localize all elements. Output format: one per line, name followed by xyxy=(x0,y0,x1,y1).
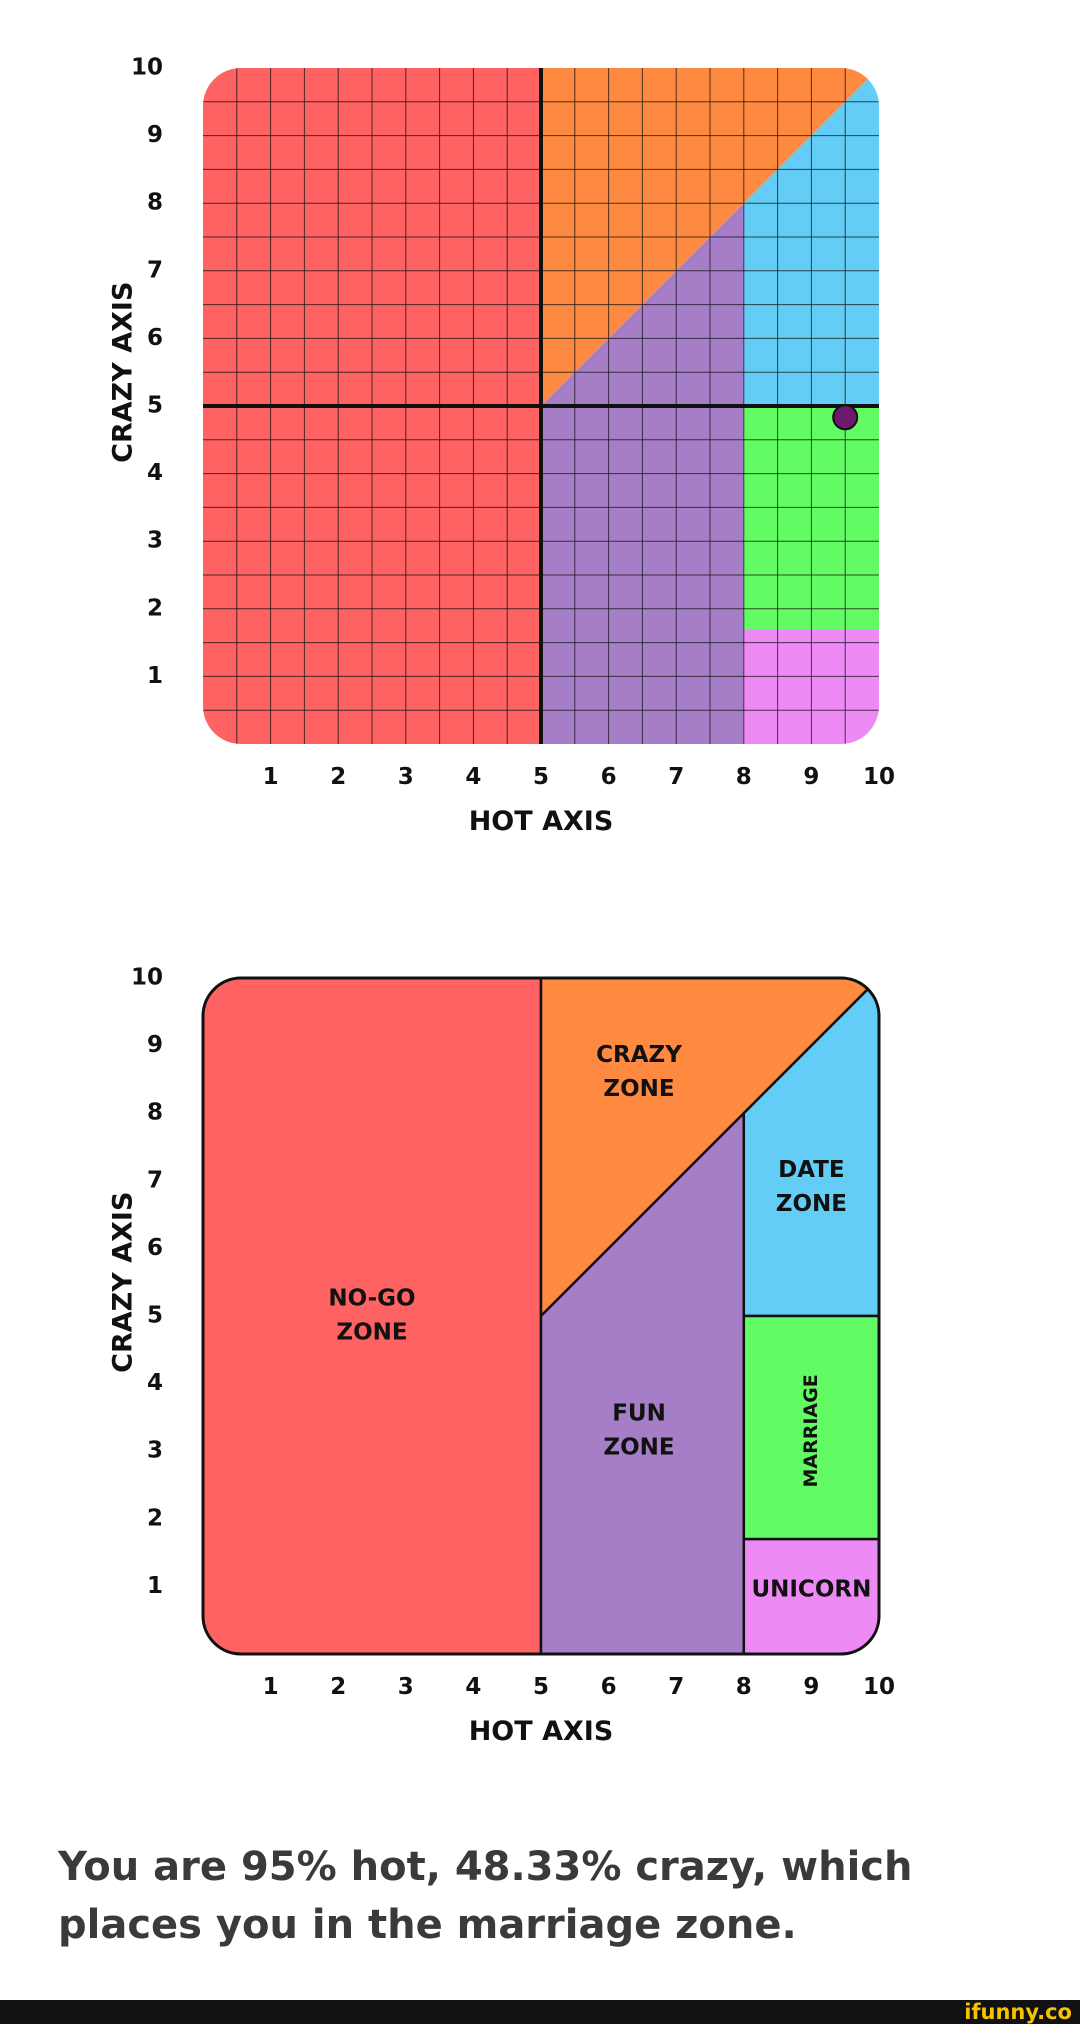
grid-chart: 1 2 3 4 5 6 7 8 9 10 1 2 3 4 5 6 7 8 9 10 HOT AXIS CRAZY AXIS xyxy=(108,55,896,838)
zone-no-go xyxy=(203,978,543,1654)
y-tick-label: 2 xyxy=(147,595,163,621)
zone-label: FUN xyxy=(612,1400,666,1426)
result-caption: You are 95% hot, 48.33% crazy, which pla… xyxy=(58,1844,913,1948)
y-tick-label: 2 xyxy=(147,1505,163,1531)
y-tick-label: 3 xyxy=(147,1438,163,1464)
x-tick-label: 6 xyxy=(601,1674,617,1700)
zone-label: UNICORN xyxy=(751,1576,871,1602)
y-tick-label: 8 xyxy=(147,1100,163,1126)
x-tick-label: 3 xyxy=(398,1674,414,1700)
x-tick-label: 6 xyxy=(601,764,617,790)
y-tick-label: 4 xyxy=(147,460,163,486)
zone-label: DATE xyxy=(778,1157,845,1183)
x-axis-title: HOT AXIS xyxy=(469,1716,614,1747)
zone-chart: NO-GO ZONE CRAZY ZONE FUN ZONE DATE ZONE MARRIAG… xyxy=(108,965,896,1748)
ifunny-logo: ifunny.co xyxy=(964,2000,1072,2024)
y-tick-label: 9 xyxy=(147,122,163,148)
y-tick-label: 10 xyxy=(131,55,163,81)
x-tick-label: 2 xyxy=(330,1674,346,1700)
plot-area xyxy=(203,68,879,744)
x-tick-label: 3 xyxy=(398,764,414,790)
x-tick-label: 5 xyxy=(533,764,549,790)
zone-label: ZONE xyxy=(336,1320,407,1346)
plot-area xyxy=(203,978,879,1654)
y-tick-label: 7 xyxy=(147,257,163,283)
x-tick-label: 4 xyxy=(465,1674,481,1700)
y-axis-title: CRAZY AXIS xyxy=(108,282,139,463)
x-tick-label: 10 xyxy=(863,1674,895,1700)
y-tick-label: 5 xyxy=(147,393,163,419)
result-marker xyxy=(832,404,859,431)
y-tick-label: 10 xyxy=(131,965,163,991)
zone-label: MARRIAGE xyxy=(800,1374,822,1487)
zone-label: ZONE xyxy=(603,1434,674,1460)
x-tick-label: 8 xyxy=(736,1674,752,1700)
y-tick-label: 7 xyxy=(147,1167,163,1193)
y-tick-label: 5 xyxy=(147,1303,163,1329)
x-tick-label: 9 xyxy=(803,764,819,790)
y-tick-label: 3 xyxy=(147,528,163,554)
y-tick-label: 6 xyxy=(147,325,163,351)
y-tick-label: 9 xyxy=(147,1032,163,1058)
y-tick-label: 1 xyxy=(147,663,163,689)
x-tick-label: 2 xyxy=(330,764,346,790)
y-tick-label: 6 xyxy=(147,1235,163,1261)
footer-bar: ifunny.co xyxy=(0,2000,1080,2024)
y-tick-label: 1 xyxy=(147,1573,163,1599)
x-tick-label: 7 xyxy=(668,1674,684,1700)
zone-label: CRAZY xyxy=(596,1042,682,1068)
chart-border xyxy=(201,976,881,1656)
x-tick-label: 4 xyxy=(465,764,481,790)
x-tick-label: 1 xyxy=(263,1674,279,1700)
zone-label: ZONE xyxy=(603,1076,674,1102)
x-tick-label: 1 xyxy=(263,764,279,790)
x-tick-label: 5 xyxy=(533,1674,549,1700)
x-axis-title: HOT AXIS xyxy=(469,806,614,837)
zone-label: NO-GO xyxy=(328,1286,415,1312)
x-tick-label: 7 xyxy=(668,764,684,790)
y-tick-label: 8 xyxy=(147,190,163,216)
y-axis-title: CRAZY AXIS xyxy=(108,1192,139,1373)
zone-unicorn xyxy=(742,1537,879,1654)
x-tick-label: 10 xyxy=(863,764,895,790)
x-tick-label: 9 xyxy=(803,1674,819,1700)
zone-label: ZONE xyxy=(776,1191,847,1217)
y-tick-label: 4 xyxy=(147,1370,163,1396)
x-tick-label: 8 xyxy=(736,764,752,790)
